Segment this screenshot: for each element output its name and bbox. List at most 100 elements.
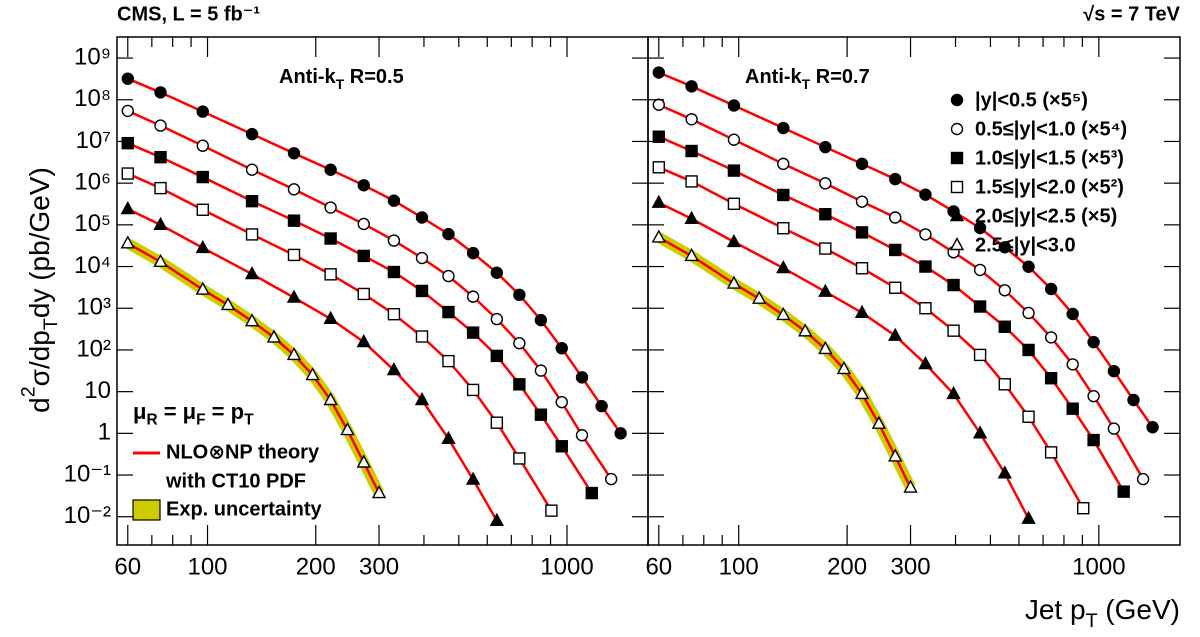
- legend-label-part: = p: [206, 399, 245, 424]
- data-point: [356, 454, 371, 468]
- data-point: [490, 266, 504, 279]
- data-point: [604, 472, 618, 486]
- legend-box: [132, 499, 161, 521]
- data-point: [414, 392, 430, 406]
- data-point: [1044, 331, 1058, 344]
- data-point: [490, 312, 504, 326]
- plot-area: [120, 72, 627, 526]
- data-point: [1136, 472, 1150, 486]
- data-point: [196, 139, 209, 152]
- theory-line: [658, 135, 1125, 493]
- data-point: [819, 177, 832, 190]
- data-point: [727, 133, 741, 146]
- legend-label-part: R: [146, 412, 157, 429]
- data-point: [534, 408, 548, 421]
- data-point: [357, 287, 370, 301]
- data-point: [889, 211, 902, 224]
- data-point: [685, 175, 698, 188]
- theory-line: [127, 142, 593, 494]
- data-point: [752, 290, 767, 304]
- x-tick-label: 300: [891, 553, 931, 580]
- data-point: [120, 235, 135, 249]
- data-point: [1044, 446, 1058, 459]
- data-point: [466, 383, 480, 397]
- data-point: [1087, 389, 1100, 403]
- data-point: [1087, 335, 1100, 349]
- data-point: [997, 465, 1012, 479]
- x-tick-label: 300: [359, 553, 399, 580]
- data-point: [1044, 282, 1058, 296]
- data-point: [287, 147, 301, 160]
- x-tick-label: 200: [296, 553, 336, 580]
- data-point: [727, 197, 741, 210]
- data-point: [534, 364, 548, 377]
- data-point: [888, 448, 903, 462]
- data-point: [1022, 410, 1035, 423]
- legend-label-part: μ: [133, 399, 146, 424]
- data-point: [685, 80, 698, 93]
- legend-label: 2.0≤|y|<2.5 (×5): [975, 205, 1117, 227]
- panel-title-part: R=0.5: [344, 66, 403, 88]
- data-point: [1021, 510, 1036, 524]
- legend-label: 1.0≤|y|<1.5 (×5³): [975, 147, 1124, 169]
- y-tick-label: 10⁻¹: [64, 460, 111, 487]
- data-point: [120, 201, 135, 215]
- data-point: [324, 201, 337, 214]
- data-point: [1107, 364, 1121, 378]
- data-point: [575, 429, 589, 442]
- data-point: [1066, 358, 1079, 371]
- data-point: [998, 284, 1011, 297]
- data-point: [685, 113, 698, 126]
- data-point: [153, 253, 168, 268]
- y-tick-label: 10⁵: [74, 210, 111, 237]
- data-point: [387, 194, 401, 207]
- energy-label: √s = 7 TeV: [1083, 3, 1180, 25]
- plot-area: [651, 66, 1159, 524]
- data-point: [726, 233, 742, 248]
- data-point: [684, 210, 699, 224]
- data-point: [1107, 422, 1121, 435]
- data-point: [919, 260, 932, 273]
- data-point: [919, 302, 932, 315]
- data-point: [489, 512, 505, 526]
- data-point: [196, 203, 209, 216]
- data-point: [121, 136, 134, 150]
- data-point: [286, 289, 302, 303]
- data-point: [652, 161, 665, 174]
- x-tick-label: 1000: [540, 553, 593, 580]
- y-tick-label: 10⁷: [76, 127, 111, 154]
- data-point: [575, 371, 589, 384]
- data-point: [973, 221, 987, 235]
- data-point: [286, 346, 302, 361]
- panel-title: Anti-kT R=0.7: [745, 66, 870, 91]
- data-point: [387, 234, 401, 247]
- data-point: [466, 290, 480, 303]
- panel-title-part: T: [336, 76, 345, 92]
- data-point: [946, 385, 961, 400]
- data-point: [855, 262, 869, 275]
- data-point: [998, 378, 1011, 391]
- data-point: [154, 150, 167, 164]
- data-point: [245, 127, 259, 141]
- data-point: [614, 427, 627, 440]
- data-point: [685, 144, 698, 158]
- y-axis-title-part: σ/dp: [24, 330, 55, 386]
- data-point: [1022, 260, 1035, 273]
- data-point: [323, 392, 338, 406]
- data-point: [196, 170, 209, 184]
- y-tick-label: 10: [84, 377, 111, 404]
- data-point: [287, 183, 301, 196]
- data-point: [973, 348, 987, 362]
- y-tick-label: 10³: [76, 294, 111, 321]
- theory-line: [127, 242, 381, 494]
- data-point: [121, 167, 134, 180]
- data-point: [121, 72, 134, 85]
- data-point: [972, 425, 988, 439]
- legend-label: μR = μF = pT: [133, 399, 254, 429]
- data-point: [727, 164, 741, 177]
- data-point: [776, 307, 791, 321]
- data-point: [652, 130, 665, 143]
- x-axis-title-part: Jet p: [1025, 594, 1086, 625]
- data-point: [1022, 306, 1035, 320]
- data-point: [777, 222, 790, 235]
